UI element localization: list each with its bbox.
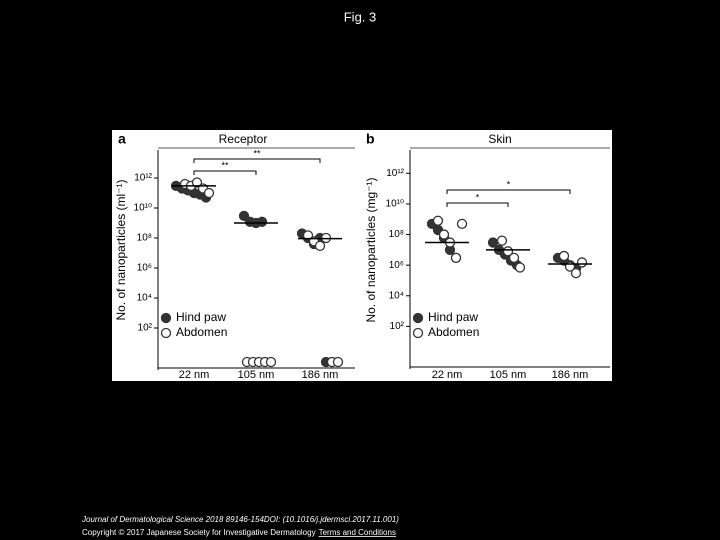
data-point: [514, 262, 526, 273]
significance-label: *: [507, 179, 511, 189]
y-tick-label: 10¹⁰: [386, 199, 404, 210]
data-point: [191, 177, 203, 188]
y-tick-label: 10⁸: [137, 233, 152, 244]
legend-marker: [412, 327, 424, 339]
x-tick-label: 105 nm: [490, 369, 527, 381]
y-axis-label: No. of nanoparticles (mg⁻¹): [364, 177, 378, 322]
legend-label: Abdomen: [428, 325, 479, 339]
terms-link[interactable]: Terms and Conditions: [319, 528, 396, 537]
x-tick-label: 105 nm: [238, 369, 275, 381]
data-point: [302, 230, 314, 241]
data-point: [203, 187, 215, 199]
slide-title: Fig. 3: [344, 9, 377, 24]
data-point: [450, 252, 462, 264]
copyright-text: Copyright © 2017 Japanese Society for In…: [82, 528, 316, 537]
data-point: [238, 210, 250, 221]
data-point: [265, 356, 277, 368]
significance-label: **: [253, 148, 261, 158]
data-point: [456, 218, 468, 229]
data-point: [256, 216, 268, 227]
data-point: [558, 250, 570, 262]
chart-title: Skin: [488, 132, 511, 146]
citation: Journal of Dermatological Science 2018 8…: [81, 515, 399, 524]
y-tick-label: 10⁶: [389, 260, 404, 271]
x-tick-label: 186 nm: [552, 369, 589, 381]
x-tick-label: 22 nm: [179, 369, 210, 381]
x-tick-label: 186 nm: [302, 369, 339, 381]
data-point: [332, 356, 344, 368]
panel-letter: a: [118, 131, 126, 147]
data-point: [502, 246, 514, 257]
y-tick-label: 10¹²: [134, 173, 152, 184]
legend-label: Hind paw: [428, 310, 478, 324]
legend-marker: [160, 327, 172, 339]
y-tick-label: 10²: [138, 323, 153, 334]
legend-marker: [160, 312, 172, 324]
y-tick-label: 10¹²: [386, 168, 404, 179]
significance-label: *: [476, 192, 480, 202]
significance-label: **: [221, 160, 229, 170]
data-point: [432, 215, 444, 226]
significance-bracket: [446, 202, 509, 207]
significance-bracket: [193, 170, 257, 175]
data-point: [314, 240, 326, 251]
significance-bracket: [446, 189, 571, 194]
x-tick-label: 22 nm: [432, 369, 463, 381]
panel-letter: b: [366, 131, 375, 147]
y-tick-label: 10⁸: [389, 229, 404, 240]
data-point: [438, 229, 450, 240]
data-point: [570, 268, 582, 279]
data-point: [576, 257, 588, 268]
y-tick-label: 10⁴: [389, 290, 404, 301]
y-tick-label: 10²: [390, 321, 405, 332]
significance-bracket: [193, 158, 321, 163]
legend-label: Abdomen: [176, 325, 227, 339]
copyright: Copyright © 2017 Japanese Society for In…: [82, 528, 396, 537]
y-axis-label: No. of nanoparticles (ml⁻¹): [114, 179, 128, 320]
y-tick-label: 10⁶: [137, 263, 152, 274]
y-tick-label: 10¹⁰: [134, 203, 152, 214]
data-point: [496, 235, 508, 246]
legend-marker: [412, 312, 424, 324]
legend-label: Hind paw: [176, 310, 226, 324]
data-point: [508, 252, 520, 264]
figure: [112, 130, 612, 381]
chart-title: Receptor: [219, 132, 268, 146]
y-tick-label: 10⁴: [137, 293, 152, 304]
